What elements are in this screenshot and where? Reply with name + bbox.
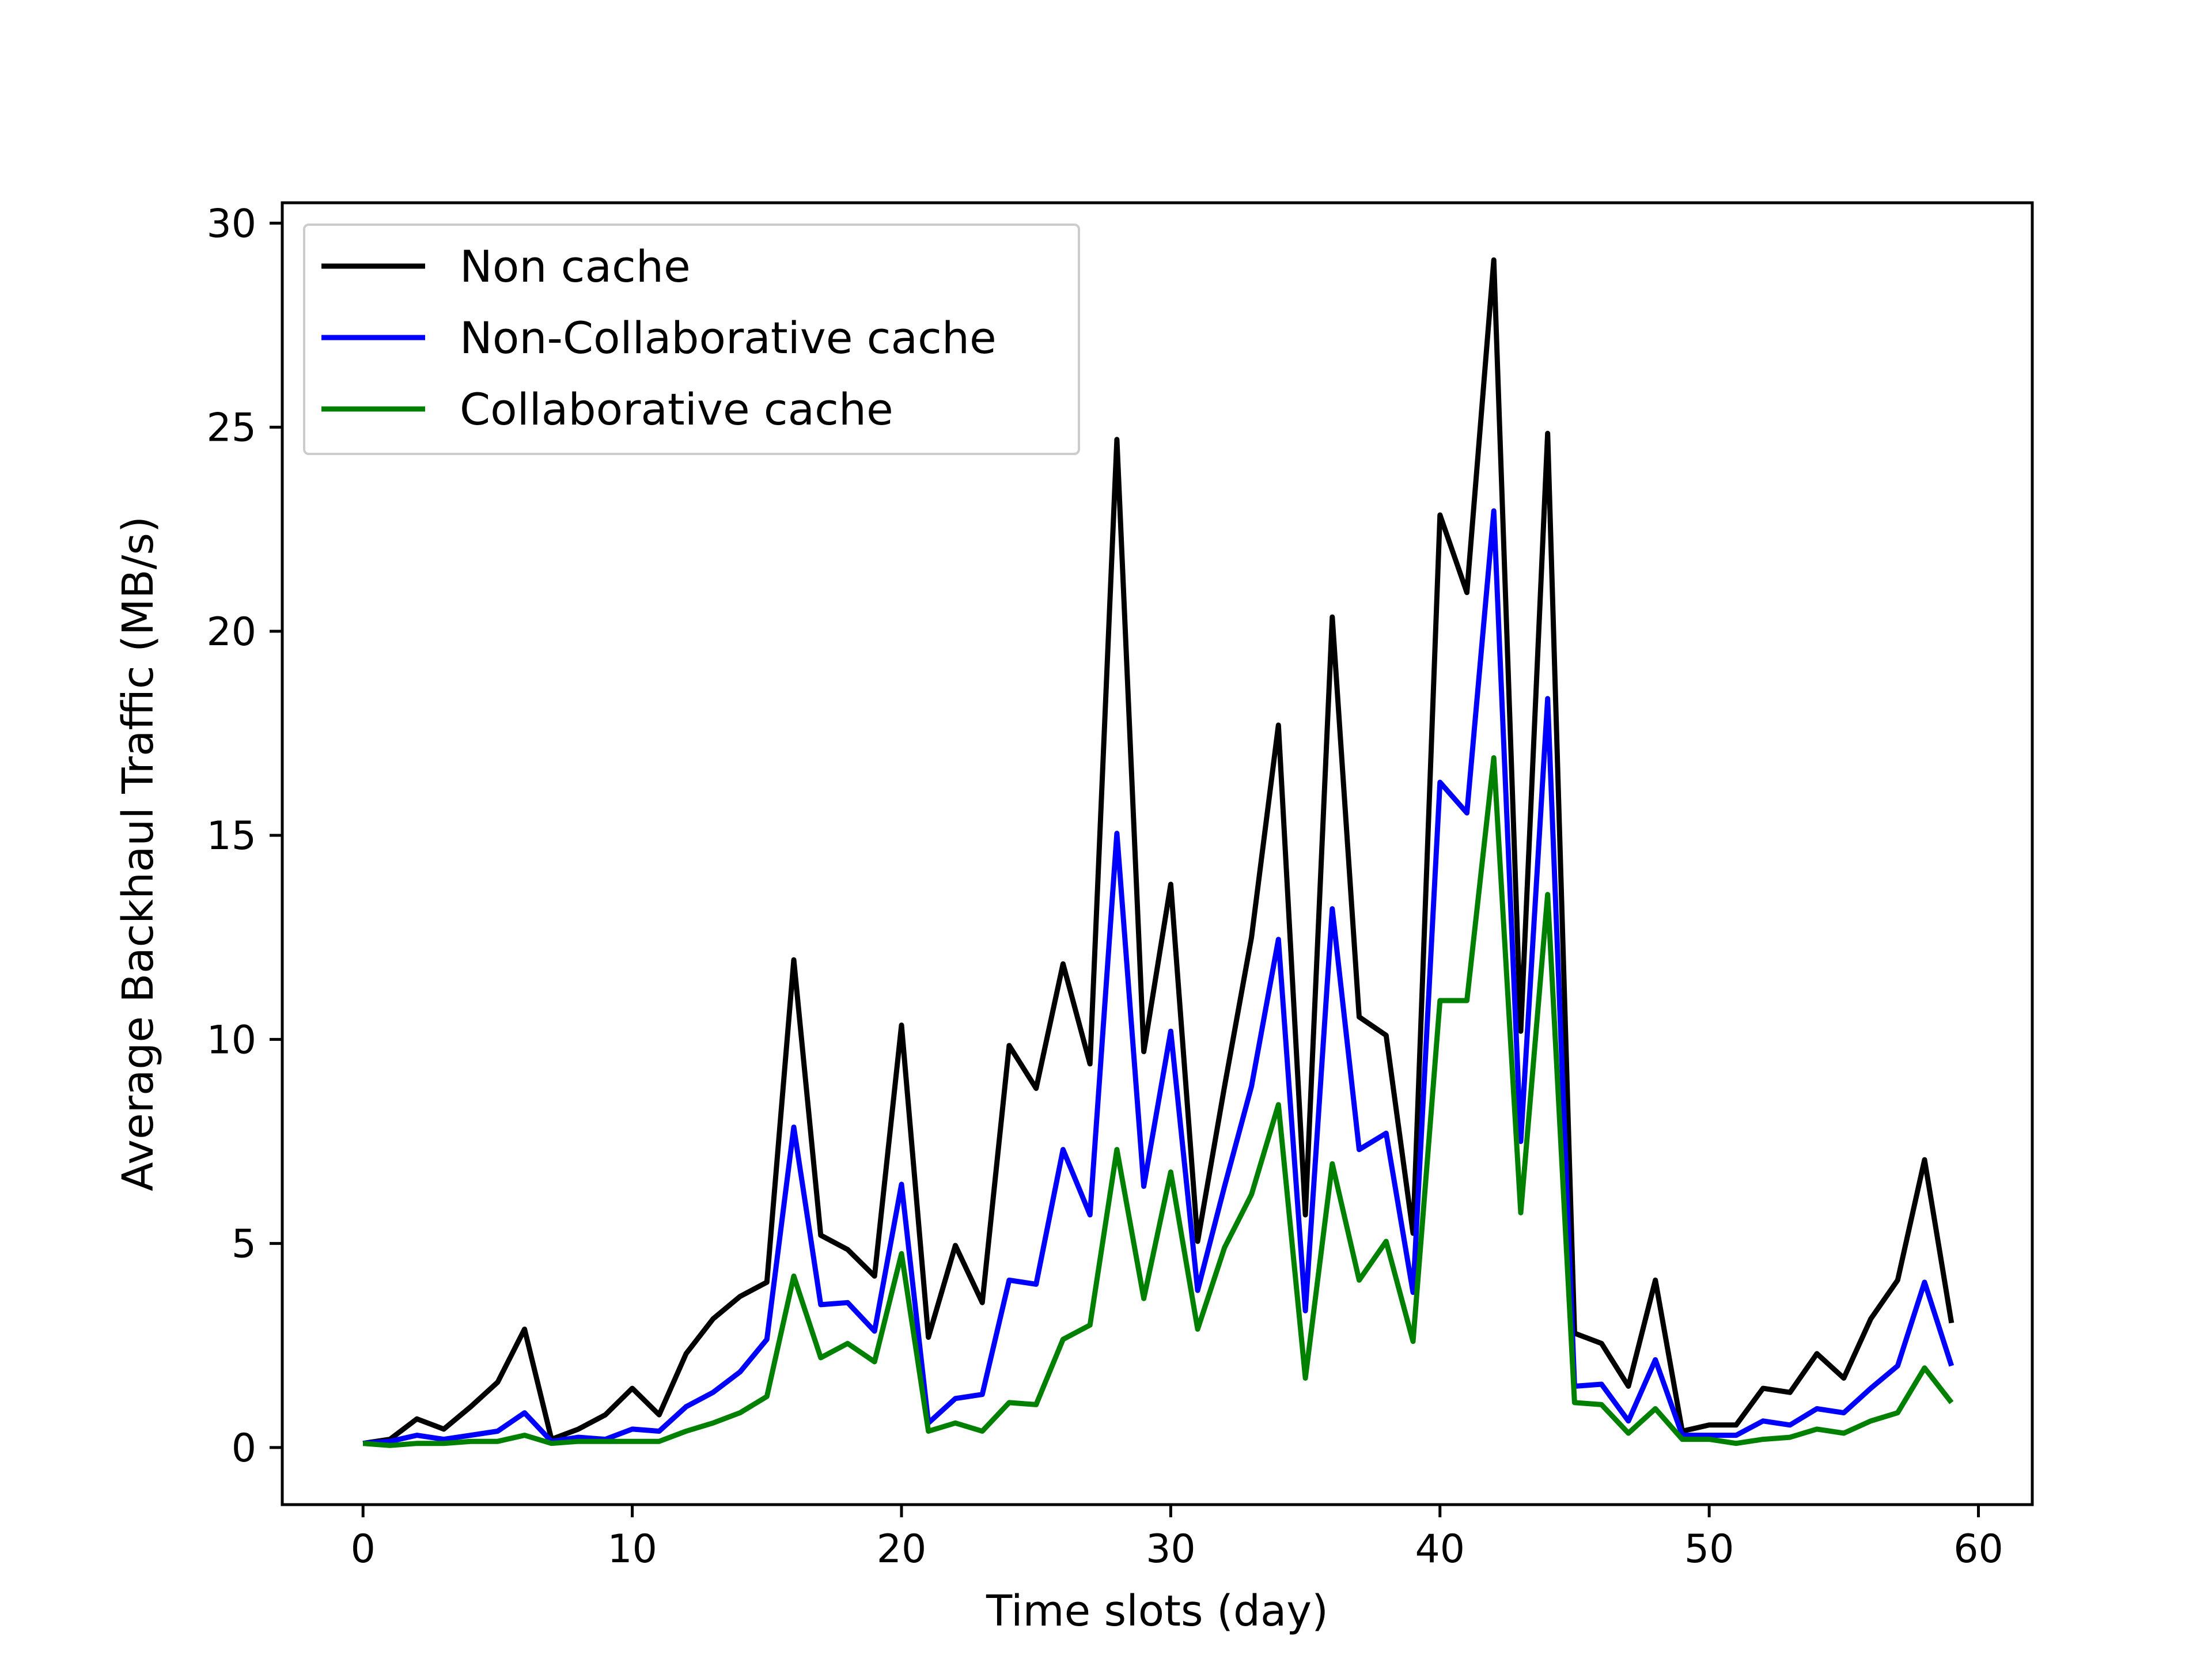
- x-tick-label: 50: [1684, 1527, 1734, 1572]
- x-axis-ticks: 0 10 20 30 40 50 60: [351, 1505, 2003, 1572]
- legend-label-3: Collaborative cache: [460, 384, 893, 435]
- y-tick-label: 20: [206, 609, 256, 655]
- legend-items: Non cache Non-Collaborative cache Collabor…: [321, 241, 997, 435]
- y-tick-label: 0: [232, 1426, 256, 1471]
- legend: Non cache Non-Collaborative cache Collabor…: [303, 224, 1080, 455]
- legend-label-2: Non-Collaborative cache: [460, 312, 997, 363]
- legend-box: [303, 224, 1080, 455]
- y-tick-label: 5: [232, 1222, 256, 1267]
- x-axis-label: Time slots (day): [986, 1586, 1328, 1636]
- series-line-3: [362, 755, 1954, 1448]
- y-tick-label: 10: [206, 1017, 256, 1063]
- series-lines: [362, 257, 1955, 1448]
- x-tick-label: 20: [877, 1527, 927, 1572]
- series-line-2: [362, 508, 1955, 1446]
- y-axis-ticks: 0 5 10 15 20 25 30: [206, 201, 282, 1471]
- x-tick-label: 0: [351, 1527, 376, 1572]
- x-tick-label: 40: [1415, 1527, 1465, 1572]
- plot-frame: [281, 201, 2034, 1506]
- series-line-1: [362, 257, 1955, 1446]
- y-tick-label: 25: [206, 406, 256, 451]
- x-tick-label: 10: [607, 1527, 657, 1572]
- x-tick-label: 30: [1146, 1527, 1196, 1572]
- legend-label-1: Non cache: [460, 241, 691, 292]
- x-tick-label: 60: [1953, 1527, 2003, 1572]
- y-axis-label: Average Backhaul Traffic (MB/s): [113, 516, 163, 1191]
- y-tick-label: 15: [206, 813, 256, 859]
- y-tick-label: 30: [206, 201, 256, 247]
